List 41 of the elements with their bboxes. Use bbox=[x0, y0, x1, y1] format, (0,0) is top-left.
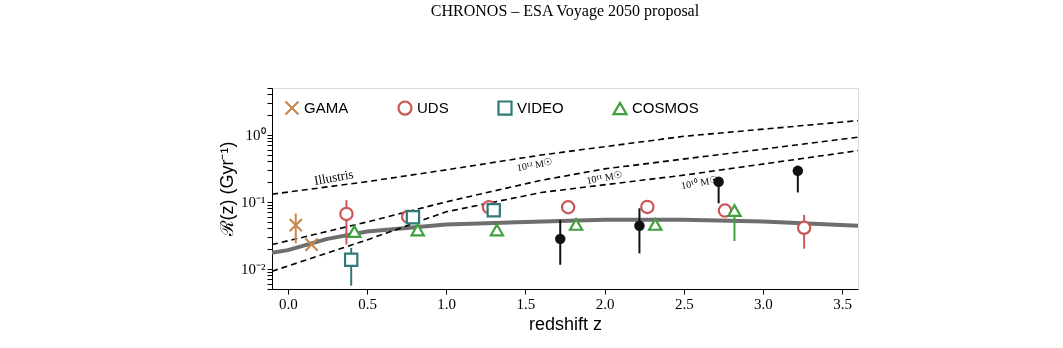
point bbox=[339, 206, 354, 222]
y-tick-label: 10⁻² bbox=[241, 261, 266, 278]
legend-label: COSMOS bbox=[632, 99, 699, 117]
x-tick-label: 0.0 bbox=[278, 295, 298, 312]
point bbox=[560, 200, 576, 215]
point bbox=[640, 199, 655, 215]
y-tick-label: 10⁰ bbox=[245, 127, 266, 144]
x-tick-label: 3.5 bbox=[833, 295, 853, 312]
point bbox=[555, 233, 566, 245]
y-axis-title: ℛ(z) (Gyr⁻¹) bbox=[217, 141, 237, 238]
point bbox=[648, 218, 663, 231]
x-axis-title: redshift z bbox=[528, 313, 603, 334]
annotation: 10¹² M☉ bbox=[515, 155, 554, 174]
x-tick-label: 2.0 bbox=[595, 295, 615, 312]
legend-label: UDS bbox=[417, 99, 449, 117]
point bbox=[796, 220, 812, 235]
x-tick-label: 2.5 bbox=[674, 295, 694, 312]
x-tick-label: 1.5 bbox=[516, 295, 536, 312]
legend-label: GAMA bbox=[304, 99, 349, 117]
point bbox=[489, 223, 505, 237]
chart-title: CHRONOS – ESA Voyage 2050 proposal bbox=[430, 2, 700, 20]
point bbox=[634, 220, 645, 231]
y-tick-label: 10⁻¹ bbox=[241, 194, 266, 211]
point bbox=[727, 204, 742, 217]
point bbox=[792, 165, 804, 177]
point bbox=[343, 252, 359, 267]
point bbox=[304, 237, 319, 252]
point bbox=[347, 225, 362, 238]
point bbox=[568, 218, 584, 231]
annotation: 10¹⁰ M☉ bbox=[680, 173, 719, 192]
point bbox=[288, 217, 303, 233]
point bbox=[405, 209, 421, 225]
legend-label: VIDEO bbox=[517, 99, 564, 117]
point bbox=[410, 223, 425, 237]
annotation: 10¹¹ M☉ bbox=[585, 168, 624, 186]
x-tick-label: 1.0 bbox=[437, 295, 457, 312]
x-tick-label: 3.0 bbox=[754, 295, 773, 312]
annotation: Illustris bbox=[312, 166, 355, 188]
line-series bbox=[272, 217, 858, 255]
point bbox=[486, 202, 501, 218]
x-tick-label: 0.5 bbox=[358, 295, 377, 312]
